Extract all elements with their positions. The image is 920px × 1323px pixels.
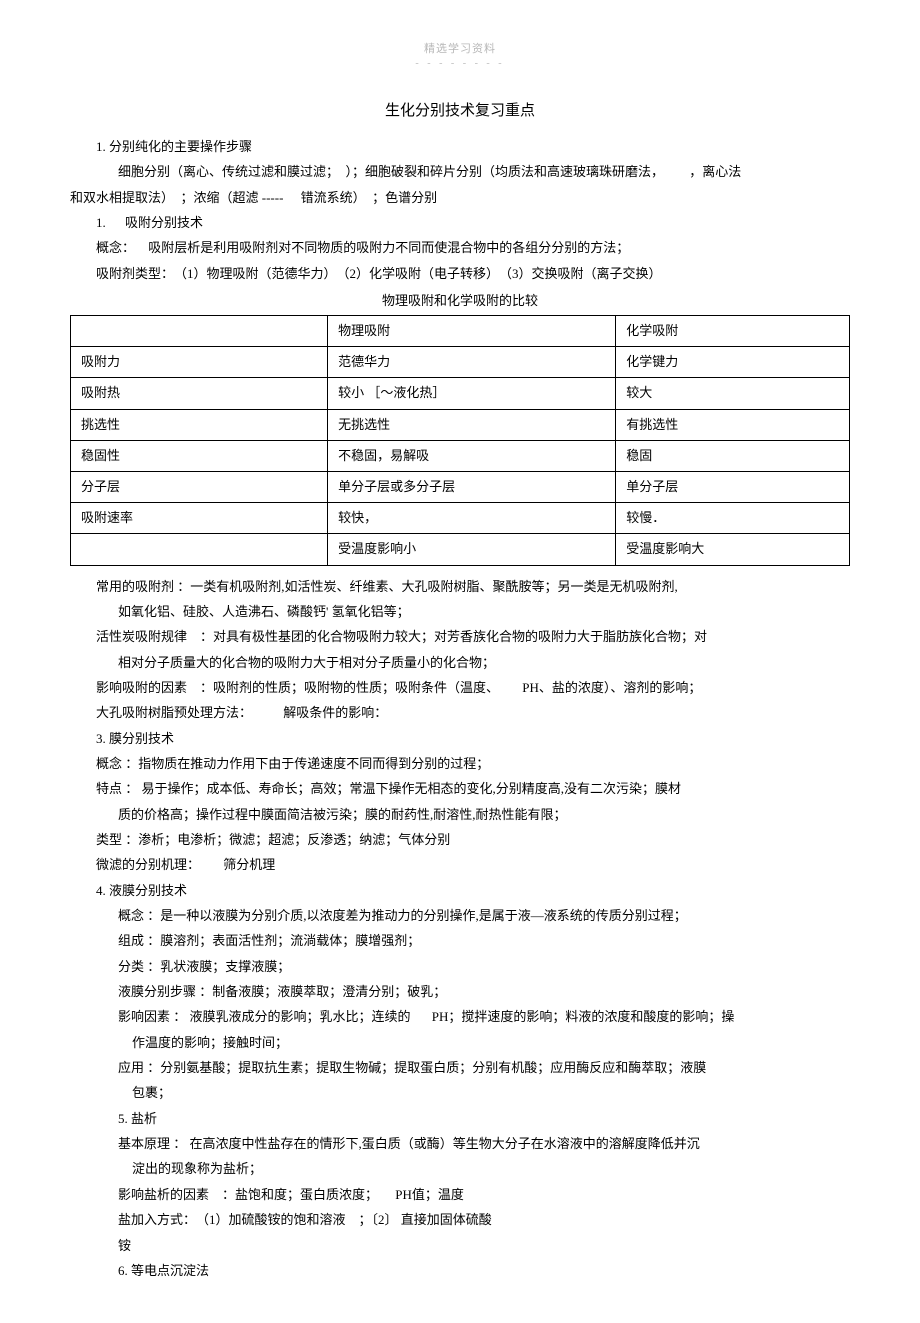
table-cell xyxy=(71,534,328,565)
paragraph: 特点 ： 易于操作；成本低、寿命长；高效；常温下操作无相态的变化,分别精度高,没… xyxy=(70,776,850,801)
table-cell: 有挑选性 xyxy=(616,409,850,440)
paragraph: 影响盐析的因素 ：盐饱和度；蛋白质浓度； PH值；温度 xyxy=(70,1182,850,1207)
text-run: 微滤的分别机理： xyxy=(96,857,200,872)
paragraph: 和双水相提取法） ；浓缩（超滤 ----- 错流系统） ；色谱分别 xyxy=(70,185,850,210)
header-dashes: - - - - - - - - xyxy=(70,58,850,69)
table-cell: 吸附力 xyxy=(71,347,328,378)
table-cell: 化学吸附 xyxy=(616,316,850,347)
header-watermark: 精选学习资料 xyxy=(70,40,850,56)
table-row: 物理吸附化学吸附 xyxy=(71,316,850,347)
text-run: 吸附层析是利用吸附剂对不同物质的吸附力不同而使混合物中的各组分分别的方法； xyxy=(148,240,629,255)
text-run: 影响吸附的因素 ：吸附剂的性质；吸附物的性质；吸附条件（温度、 xyxy=(96,680,499,695)
table-row: 吸附速率较快，较慢． xyxy=(71,503,850,534)
table-cell: 化学键力 xyxy=(616,347,850,378)
table-row: 挑选性无挑选性有挑选性 xyxy=(71,409,850,440)
paragraph: 铵 xyxy=(70,1233,850,1258)
text-run: PH、盐的浓度）、溶剂的影响； xyxy=(522,680,701,695)
text-run: 大孔吸附树脂预处理方法： xyxy=(96,705,252,720)
table-row: 受温度影响小受温度影响大 xyxy=(71,534,850,565)
table-cell: 范德华力 xyxy=(328,347,616,378)
table-row: 分子层单分子层或多分子层单分子层 xyxy=(71,472,850,503)
text-run: 概念： xyxy=(96,240,135,255)
paragraph: 分类 ：乳状液膜；支撑液膜； xyxy=(70,954,850,979)
table-cell: 较快， xyxy=(328,503,616,534)
table-cell: 分子层 xyxy=(71,472,328,503)
paragraph: 影响吸附的因素 ：吸附剂的性质；吸附物的性质；吸附条件（温度、 PH、盐的浓度）… xyxy=(70,675,850,700)
table-cell: 无挑选性 xyxy=(328,409,616,440)
paragraph: 大孔吸附树脂预处理方法： 解吸条件的影响： xyxy=(70,700,850,725)
paragraph: 淀出的现象称为盐析； xyxy=(70,1156,850,1181)
comparison-table: 物理吸附化学吸附吸附力范德华力化学键力吸附热较小 ［～液化热］较大挑选性无挑选性… xyxy=(70,315,850,566)
table-row: 吸附热较小 ［～液化热］较大 xyxy=(71,378,850,409)
table-cell: 较大 xyxy=(616,378,850,409)
table-cell: 物理吸附 xyxy=(328,316,616,347)
paragraph: 吸附剂类型： （1）物理吸附（范德华力） （2）化学吸附（电子转移） （3）交换… xyxy=(70,261,850,286)
paragraph: 微滤的分别机理： 筛分机理 xyxy=(70,852,850,877)
paragraph: 概念： 吸附层析是利用吸附剂对不同物质的吸附力不同而使混合物中的各组分分别的方法… xyxy=(70,235,850,260)
table-cell: 较慢． xyxy=(616,503,850,534)
text-run: 吸附分别技术 xyxy=(125,215,203,230)
table-cell: 吸附热 xyxy=(71,378,328,409)
table-cell: 稳固性 xyxy=(71,440,328,471)
table-row: 吸附力范德华力化学键力 xyxy=(71,347,850,378)
table-cell: 稳固 xyxy=(616,440,850,471)
paragraph: 如氧化铝、硅胶、人造沸石、磷酸钙' 氢氧化铝等； xyxy=(70,599,850,624)
paragraph: 1. 吸附分别技术 xyxy=(70,210,850,235)
text-run: ，离心法 xyxy=(689,164,741,179)
text-run: 影响因素 ： 液膜乳液成分的影响；乳水比；连续的 xyxy=(118,1009,411,1024)
paragraph: 细胞分别（离心、传统过滤和膜过滤； ）；细胞破裂和碎片分别（均质法和高速玻璃珠研… xyxy=(70,159,850,184)
text-run: 解吸条件的影响： xyxy=(283,705,387,720)
table-cell xyxy=(71,316,328,347)
text-run: 错流系统） ；色谱分别 xyxy=(301,190,438,205)
paragraph: 常用的吸附剂 ：一类有机吸附剂,如活性炭、纤维素、大孔吸附树脂、聚酰胺等；另一类… xyxy=(70,574,850,599)
paragraph: 3. 膜分别技术 xyxy=(70,726,850,751)
paragraph: 活性炭吸附规律 ：对具有极性基团的化合物吸附力较大；对芳香族化合物的吸附力大于脂… xyxy=(70,624,850,649)
paragraph: 基本原理 ： 在高浓度中性盐存在的情形下,蛋白质（或酶）等生物大分子在水溶液中的… xyxy=(70,1131,850,1156)
table-caption: 物理吸附和化学吸附的比较 xyxy=(70,290,850,309)
paragraph: 包裹； xyxy=(70,1080,850,1105)
paragraph: 影响因素 ： 液膜乳液成分的影响；乳水比；连续的 PH；搅拌速度的影响；料液的浓… xyxy=(70,1004,850,1029)
table-cell: 较小 ［～液化热］ xyxy=(328,378,616,409)
text-run: 筛分机理 xyxy=(223,857,275,872)
paragraph: 1. 分别纯化的主要操作步骤 xyxy=(70,134,850,159)
table-cell: 单分子层 xyxy=(616,472,850,503)
text-run: 细胞分别（离心、传统过滤和膜过滤； ）；细胞破裂和碎片分别（均质法和高速玻璃珠研… xyxy=(118,164,664,179)
table-cell: 不稳固，易解吸 xyxy=(328,440,616,471)
paragraph: 概念 ：指物质在推动力作用下由于传递速度不同而得到分别的过程； xyxy=(70,751,850,776)
paragraph: 组成 ：膜溶剂；表面活性剂；流淌载体；膜增强剂； xyxy=(70,928,850,953)
table-row: 稳固性不稳固，易解吸稳固 xyxy=(71,440,850,471)
paragraph: 概念 ：是一种以液膜为分别介质,以浓度差为推动力的分别操作,是属于液—液系统的传… xyxy=(70,903,850,928)
paragraph: 盐加入方式： （1）加硫酸铵的饱和溶液 ；〔2〕 直接加固体硫酸 xyxy=(70,1207,850,1232)
paragraph: 相对分子质量大的化合物的吸附力大于相对分子质量小的化合物； xyxy=(70,650,850,675)
table-cell: 受温度影响小 xyxy=(328,534,616,565)
table-cell: 吸附速率 xyxy=(71,503,328,534)
table-cell: 受温度影响大 xyxy=(616,534,850,565)
table-cell: 挑选性 xyxy=(71,409,328,440)
page-title: 生化分别技术复习重点 xyxy=(70,99,850,120)
paragraph: 5. 盐析 xyxy=(70,1106,850,1131)
text-run: PH；搅拌速度的影响；料液的浓度和酸度的影响；操 xyxy=(432,1009,735,1024)
table-cell: 单分子层或多分子层 xyxy=(328,472,616,503)
paragraph: 应用 ：分别氨基酸；提取抗生素；提取生物碱；提取蛋白质；分别有机酸；应用酶反应和… xyxy=(70,1055,850,1080)
text-run: PH值；温度 xyxy=(395,1187,464,1202)
paragraph: 类型 ：渗析；电渗析；微滤；超滤；反渗透；纳滤；气体分别 xyxy=(70,827,850,852)
paragraph: 质的价格高；操作过程中膜面简洁被污染；膜的耐药性,耐溶性,耐热性能有限； xyxy=(70,802,850,827)
text-run: 1. xyxy=(96,215,106,230)
document-page: 精选学习资料 - - - - - - - - 生化分别技术复习重点 1. 分别纯… xyxy=(0,0,920,1323)
text-run: 影响盐析的因素 ：盐饱和度；蛋白质浓度； xyxy=(118,1187,378,1202)
paragraph: 液膜分别步骤 ：制备液膜；液膜萃取；澄清分别；破乳； xyxy=(70,979,850,1004)
text-run: 和双水相提取法） ；浓缩（超滤 ----- xyxy=(70,190,283,205)
paragraph: 4. 液膜分别技术 xyxy=(70,878,850,903)
paragraph: 作温度的影响；接触时间； xyxy=(70,1030,850,1055)
paragraph: 6. 等电点沉淀法 xyxy=(70,1258,850,1283)
